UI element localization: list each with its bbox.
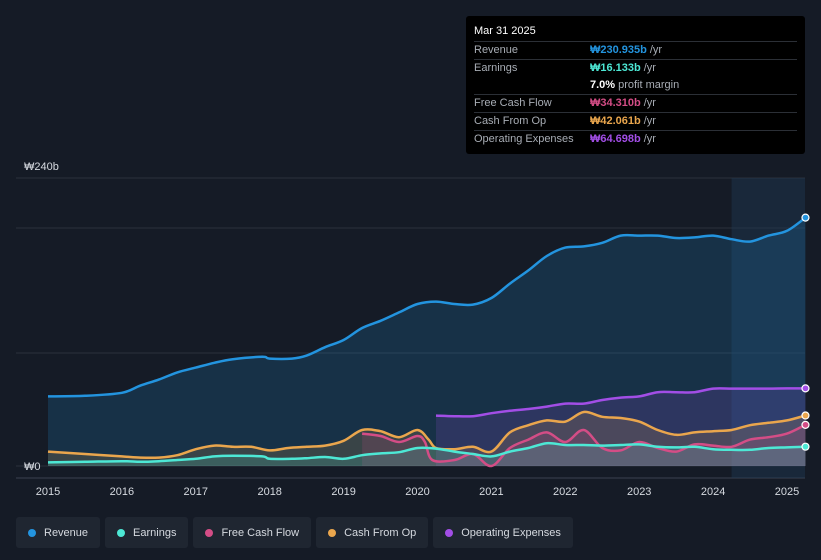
tooltip-row-unit: profit margin <box>618 79 680 91</box>
x-axis: 2015 2016 2017 2018 2019 2020 2021 2022 2023 2024… <box>36 486 799 498</box>
legend-dot-icon <box>328 528 337 537</box>
cash-from-op-end-point[interactable] <box>801 411 810 420</box>
legend-dot-icon <box>205 528 214 537</box>
legend-item-operating-expenses[interactable]: Operating Expenses <box>433 517 573 548</box>
tooltip-row-label <box>474 77 590 94</box>
tooltip-row-value: ₩34.310b <box>590 97 641 109</box>
free-cash-flow-end-point[interactable] <box>801 420 810 429</box>
free-cash-flow-line <box>361 423 807 468</box>
x-tick-label: 2025 <box>775 486 799 498</box>
tooltip-row-unit: /yr <box>643 133 656 145</box>
legend-dot-icon <box>445 528 454 537</box>
operating-expenses-end-point[interactable] <box>801 384 810 393</box>
tooltip-row-value: ₩230.935b <box>590 44 647 56</box>
x-tick-label: 2020 <box>405 486 429 498</box>
legend-dot-icon <box>117 528 126 537</box>
earnings-end-point[interactable] <box>801 442 810 451</box>
legend-item-label: Revenue <box>44 526 89 539</box>
legend-item-cash-from-op[interactable]: Cash From Op <box>316 517 429 548</box>
x-tick-label: 2018 <box>257 486 281 498</box>
x-tick-label: 2024 <box>701 486 725 498</box>
x-tick-label: 2022 <box>553 486 577 498</box>
operating-expenses-line <box>435 387 806 418</box>
tooltip-row-label: Earnings <box>474 62 518 74</box>
legend-item-revenue[interactable]: Revenue <box>16 517 101 548</box>
revenue-end-point[interactable] <box>801 213 810 222</box>
tooltip-row-unit: /yr <box>643 97 656 109</box>
tooltip-row: Earnings ₩16.133b/yr <box>474 59 797 77</box>
tooltip-row-unit: /yr <box>649 44 663 56</box>
tooltip-row-unit: /yr <box>643 62 656 74</box>
tooltip-row-value: ₩64.698b <box>590 133 641 145</box>
revenue-area <box>48 217 806 466</box>
grid-lines <box>16 177 805 479</box>
y-axis-top-label: ₩240b <box>24 161 59 173</box>
tooltip-row-value: 7.0% <box>590 79 616 91</box>
tooltip-row-label: Cash From Op <box>474 115 547 127</box>
series-layer <box>47 213 810 468</box>
tooltip-row-unit: /yr <box>643 115 656 127</box>
earnings-line <box>47 441 806 464</box>
tooltip-row-value: ₩42.061b <box>590 115 641 127</box>
y-axis-zero-label: ₩0 <box>24 461 41 473</box>
tooltip-rows: Revenue ₩230.935b/yr Earnings ₩16.133b/yr 7.… <box>474 41 797 148</box>
revenue-line <box>47 216 807 398</box>
legend-item-label: Free Cash Flow <box>221 526 300 539</box>
legend: Revenue Earnings Free Cash Flow Cash From O… <box>16 517 573 548</box>
legend-item-label: Cash From Op <box>344 526 417 539</box>
legend-item-free-cash-flow[interactable]: Free Cash Flow <box>193 517 312 548</box>
earnings-area <box>48 443 806 466</box>
tooltip-date: Mar 31 2025 <box>474 25 536 37</box>
legend-item-label: Earnings <box>133 526 177 539</box>
tooltip-row: Operating Expenses ₩64.698b/yr <box>474 130 797 148</box>
tooltip-row-label: Revenue <box>474 44 519 56</box>
tooltip-row-value: ₩16.133b <box>590 62 641 74</box>
tooltip-row-label: Free Cash Flow <box>474 97 552 109</box>
tooltip-row-label: Operating Expenses <box>474 133 574 145</box>
legend-item-label: Operating Expenses <box>461 526 561 539</box>
x-tick-label: 2019 <box>331 486 355 498</box>
tooltip-row: Revenue ₩230.935b/yr <box>474 41 797 59</box>
tooltip-row: 7.0% profit margin <box>474 77 797 94</box>
tooltip-row: Cash From Op ₩42.061b/yr <box>474 112 797 130</box>
legend-item-earnings[interactable]: Earnings <box>105 517 189 548</box>
x-tick-label: 2023 <box>627 486 651 498</box>
x-tick-label: 2015 <box>36 486 60 498</box>
tooltip-row: Free Cash Flow ₩34.310b/yr <box>474 94 797 112</box>
x-tick-label: 2017 <box>184 486 208 498</box>
data-tooltip: Mar 31 2025 Revenue ₩230.935b/yr Earnings ₩… <box>466 16 805 154</box>
legend-dot-icon <box>28 528 36 537</box>
x-tick-label: 2016 <box>110 486 134 498</box>
x-tick-label: 2021 <box>479 486 503 498</box>
